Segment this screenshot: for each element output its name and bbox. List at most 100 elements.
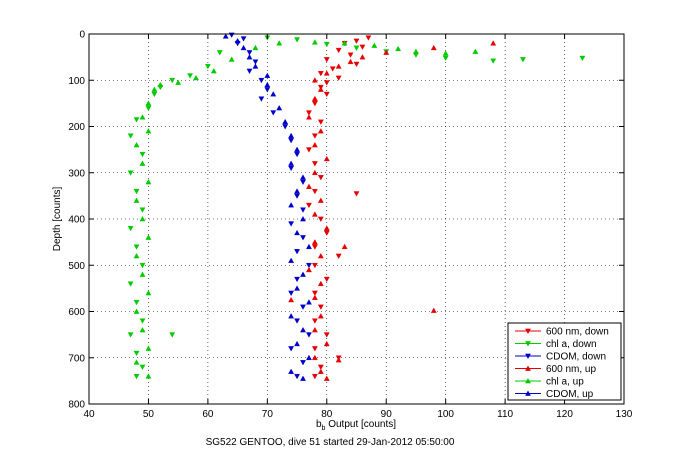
data-point: [306, 262, 312, 269]
data-point: [210, 67, 217, 74]
y-tick-label: 100: [68, 76, 85, 87]
data-point: [490, 40, 497, 46]
data-point: [311, 262, 318, 269]
data-point: [311, 211, 318, 217]
legend-marker: [525, 377, 531, 384]
data-point: [204, 64, 211, 70]
legend-label: 600 nm, up: [546, 364, 596, 375]
data-point: [139, 318, 146, 324]
data-point: [311, 326, 318, 333]
data-point: [413, 48, 419, 54]
figure-caption: SG522 GENTOO, dive 51 started 29-Jan-201…: [206, 437, 455, 448]
data-point: [311, 101, 318, 107]
data-point: [306, 243, 312, 250]
x-tick-label: 40: [83, 409, 95, 420]
data-point: [258, 96, 265, 102]
data-point: [317, 71, 324, 77]
data-point: [145, 289, 152, 296]
legend-entry: 600 nm, down: [515, 327, 609, 338]
x-tick-label: 90: [381, 409, 393, 420]
x-axis-ticks: 40 50 60 70 80 90 100 110 120 130: [83, 34, 633, 420]
data-point: [353, 61, 360, 68]
data-point: [317, 280, 324, 287]
data-point: [157, 81, 164, 88]
y-axis-label: Depth [counts]: [52, 187, 63, 252]
data-point: [169, 77, 176, 84]
data-point: [317, 364, 324, 371]
data-point: [139, 271, 146, 277]
data-point: [323, 375, 330, 381]
data-point: [145, 345, 152, 351]
data-point: [306, 202, 312, 209]
data-point: [335, 253, 342, 260]
data-point: [288, 165, 295, 172]
legend-marker: [525, 365, 531, 371]
data-point: [288, 132, 295, 139]
data-point: [311, 161, 318, 167]
data-point: [300, 375, 306, 381]
data-point: [395, 45, 402, 52]
y-tick-label: 700: [68, 353, 85, 364]
data-point: [323, 225, 330, 231]
data-point: [264, 72, 271, 78]
legend-entry: 600 nm, up: [515, 364, 596, 375]
data-point: [252, 44, 259, 51]
data-point: [264, 87, 271, 93]
data-point: [133, 350, 140, 357]
series-4: [133, 39, 479, 379]
x-tick-label: 110: [497, 409, 513, 420]
data-point: [145, 128, 152, 134]
data-point: [300, 326, 306, 333]
legend-entry: CDOM, down: [515, 352, 606, 363]
data-point: [127, 170, 134, 176]
data-point: [306, 110, 312, 116]
x-tick-label: 120: [556, 409, 573, 420]
data-point: [300, 235, 306, 241]
data-point: [258, 77, 265, 84]
data-point: [306, 299, 312, 305]
data-point: [139, 262, 146, 269]
data-point: [383, 49, 390, 55]
data-point: [300, 304, 306, 310]
data-point: [288, 296, 295, 303]
data-point: [127, 225, 134, 232]
data-point: [139, 160, 146, 166]
data-point: [294, 276, 300, 283]
data-point: [246, 50, 253, 56]
legend-box: [507, 322, 622, 401]
series-3: [288, 40, 497, 381]
legend-marker: [525, 328, 531, 335]
data-point: [145, 373, 152, 379]
data-point: [276, 40, 283, 46]
data-point: [520, 57, 526, 63]
data-point: [151, 91, 158, 98]
legend-marker: [525, 390, 531, 396]
data-point: [193, 74, 199, 81]
data-point: [300, 360, 306, 366]
data-point: [294, 249, 300, 255]
data-point: [311, 133, 318, 139]
data-point: [139, 364, 146, 371]
data-point: [317, 175, 324, 181]
data-point: [353, 45, 360, 51]
y-tick-label: 0: [79, 30, 85, 41]
legend-label: CDOM, down: [546, 352, 606, 363]
data-point: [294, 37, 300, 43]
data-point: [323, 70, 330, 76]
data-point: [222, 33, 229, 39]
data-point: [246, 68, 253, 75]
y-tick-label: 400: [68, 215, 85, 226]
data-point: [288, 202, 295, 208]
data-point: [335, 357, 342, 363]
y-tick-label: 500: [68, 261, 85, 272]
x-axis-label: bb Output [counts]: [316, 419, 396, 432]
data-point: [579, 55, 586, 62]
legend-marker: [525, 353, 531, 360]
data-point: [228, 56, 235, 62]
data-point: [145, 100, 152, 106]
data-point: [317, 313, 324, 319]
data-point: [127, 133, 134, 139]
data-point: [306, 114, 312, 120]
data-point: [139, 215, 146, 222]
